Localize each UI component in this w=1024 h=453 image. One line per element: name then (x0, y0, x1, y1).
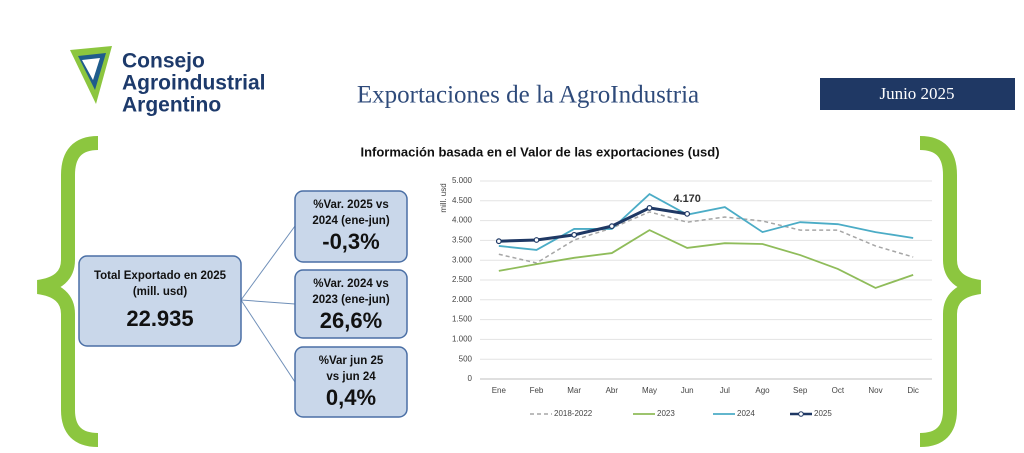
chart-title: Información basada en el Valor de las ex… (360, 144, 719, 159)
y-tick-label: 2.500 (452, 275, 473, 284)
legend-label: 2025 (814, 409, 832, 418)
marker (533, 237, 540, 243)
logo-text: Agroindustrial (122, 72, 266, 95)
marker (495, 238, 502, 245)
marker (646, 205, 653, 211)
x-tick-label: Nov (868, 386, 882, 395)
y-tick-label: 1.000 (452, 335, 473, 344)
y-tick-label: 0 (468, 374, 473, 383)
x-tick-label: Oct (832, 386, 845, 395)
logo-text: Consejo (122, 50, 205, 73)
brace (36, 136, 99, 447)
kpi-label: 2023 (ene-jun) (312, 294, 389, 306)
legend-label: 2023 (657, 409, 675, 418)
y-tick-label: 2.000 (452, 295, 473, 304)
x-tick-label: May (642, 386, 657, 395)
y-tick-label: 5.000 (452, 176, 473, 185)
y-tick-label: 1.500 (452, 315, 473, 324)
x-tick-label: Feb (530, 386, 544, 395)
y-tick-label: 3.000 (452, 255, 473, 264)
kpi-label: 2024 (ene-jun) (312, 215, 389, 227)
x-tick-label: Abr (606, 386, 619, 395)
y-tick-label: 4.500 (452, 196, 473, 205)
logo-text: Argentino (122, 94, 221, 117)
kpi-label: %Var. 2025 vs (313, 199, 388, 211)
logo-shape (82, 58, 100, 80)
x-tick-label: Mar (567, 386, 581, 395)
x-tick-label: Jun (681, 386, 694, 395)
kpi-label: vs jun 24 (326, 371, 376, 383)
y-tick-label: 3.500 (452, 236, 473, 245)
badge (820, 78, 1015, 110)
data-label: 4.170 (673, 193, 701, 205)
kpi-value: 26,6% (320, 308, 382, 333)
x-tick-label: Sep (793, 386, 808, 395)
kpi-label: %Var. 2024 vs (313, 278, 388, 290)
y-tick-label: 4.000 (452, 216, 473, 225)
connectors (240, 225, 296, 383)
kpi-label: Total Exportado en 2025 (94, 270, 227, 282)
marker (571, 231, 578, 238)
legend-label: 2018-2022 (554, 409, 593, 418)
y-axis-label: mill. usd (439, 183, 448, 212)
kpi-label: %Var jun 25 (319, 355, 384, 367)
x-tick-label: Dic (907, 386, 919, 395)
badge-text: Junio 2025 (879, 84, 954, 103)
x-tick-label: Jul (720, 386, 730, 395)
kpi-group: Total Exportado en 2025 (mill. usd) 22.935… (78, 190, 408, 418)
x-tick-label: Ago (755, 386, 770, 395)
kpi-box (294, 346, 408, 418)
y-tick-label: 500 (459, 354, 473, 363)
marker (608, 223, 615, 230)
legend-marker (798, 411, 804, 417)
x-tick-label: Ene (492, 386, 507, 395)
kpi-box (294, 190, 408, 263)
kpi-box (78, 255, 242, 347)
brace (919, 136, 982, 447)
series-line (498, 192, 914, 251)
kpi-value: -0,3% (322, 229, 379, 254)
kpi-box (294, 269, 408, 339)
series-line (498, 229, 914, 289)
page-title: Exportaciones de la AgroIndustria (357, 82, 699, 109)
kpi-label: (mill. usd) (133, 286, 187, 298)
marker (684, 210, 691, 217)
kpi-value: 0,4% (326, 385, 376, 410)
series-line (498, 206, 688, 243)
chart: Información basada en el Valor de las ex… (360, 144, 932, 418)
legend-label: 2024 (737, 409, 755, 418)
kpi-value: 22.935 (126, 306, 193, 331)
